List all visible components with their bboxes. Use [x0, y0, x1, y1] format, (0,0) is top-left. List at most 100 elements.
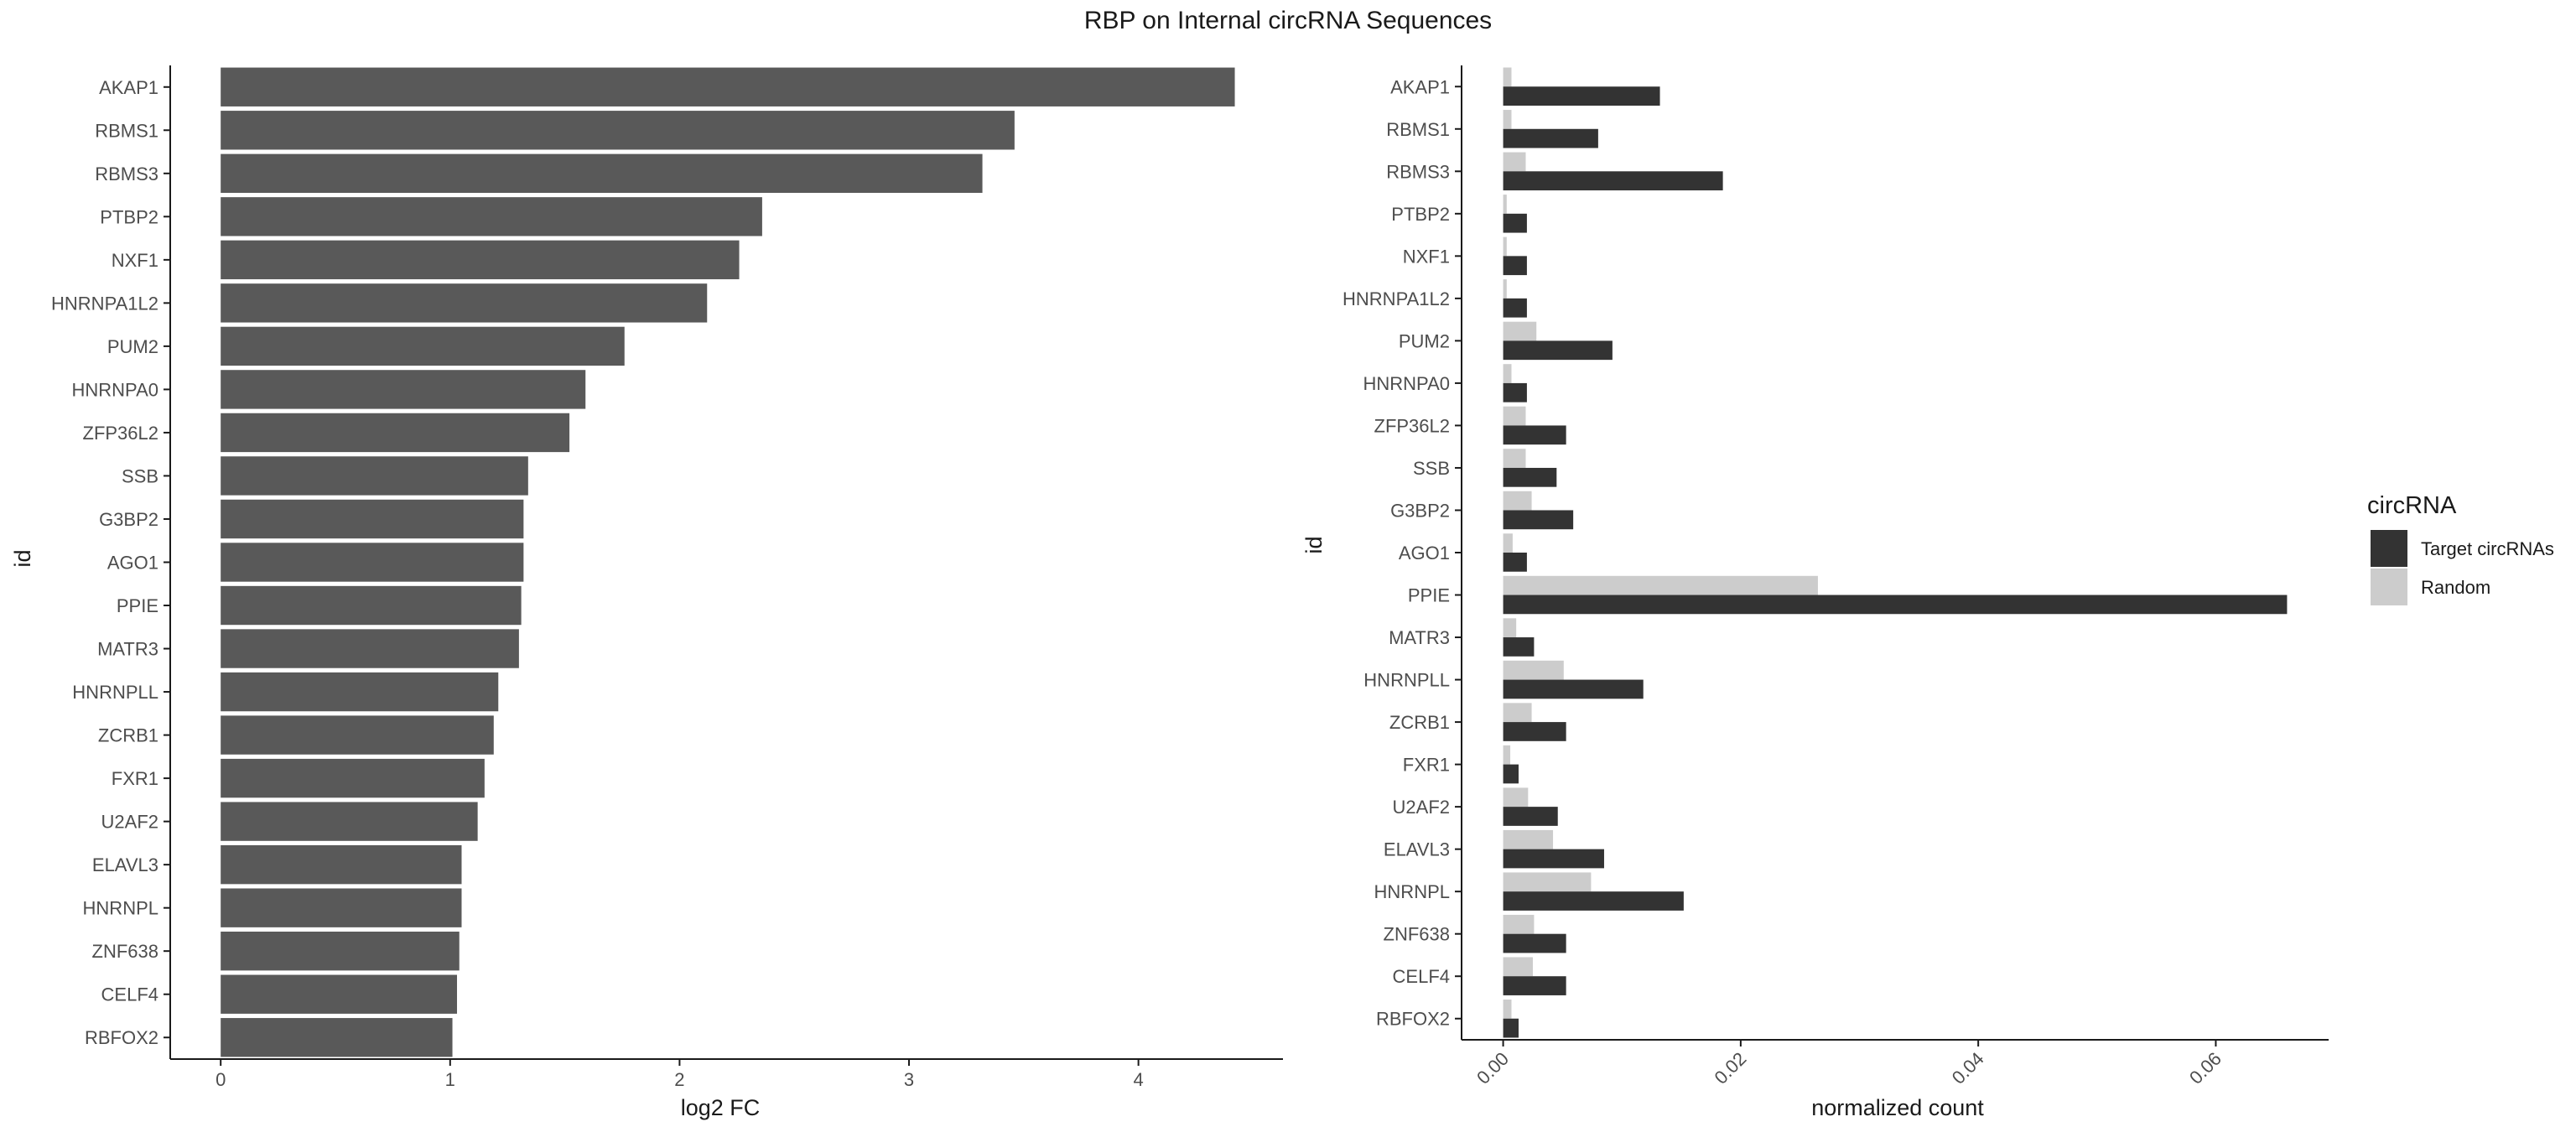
y-tick-label: PTBP2: [100, 206, 158, 227]
y-tick-label: SSB: [122, 465, 158, 486]
y-tick-label: FXR1: [1403, 755, 1450, 776]
legend-key: [2371, 530, 2407, 567]
bar-random: [1503, 745, 1511, 765]
bar: [221, 153, 983, 193]
bar: [221, 1018, 453, 1057]
left-x-axis-title: log2 FC: [681, 1095, 761, 1120]
bar-target-circrnas: [1503, 213, 1527, 233]
legend-label: Target circRNAs: [2421, 538, 2554, 559]
bar-random: [1503, 575, 1818, 595]
y-tick-label: MATR3: [1389, 627, 1450, 648]
bar-random: [1503, 406, 1526, 426]
y-tick-label: NXF1: [1403, 246, 1450, 267]
x-tick-label: 2: [674, 1069, 684, 1090]
bar-random: [1503, 236, 1507, 257]
y-tick-label: AKAP1: [1390, 76, 1450, 97]
bar-target-circrnas: [1503, 1018, 1519, 1038]
bar-random: [1503, 829, 1554, 849]
y-tick-label: AKAP1: [99, 77, 158, 98]
bar-target-circrnas: [1503, 256, 1527, 276]
y-tick-label: ELAVL3: [1384, 839, 1450, 860]
y-tick-label: NXF1: [112, 250, 158, 271]
bar: [221, 629, 519, 668]
bar-random: [1503, 703, 1532, 723]
y-tick-label: HNRNPL: [1374, 881, 1450, 902]
bar-random: [1503, 957, 1533, 977]
y-tick-label: PUM2: [107, 336, 158, 357]
bar-random: [1503, 279, 1507, 299]
bar: [221, 240, 740, 280]
y-tick-label: HNRNPA1L2: [1343, 288, 1450, 309]
y-tick-label: ZNF638: [92, 941, 158, 962]
bar-random: [1503, 67, 1512, 87]
bar-random: [1503, 533, 1513, 553]
y-tick-label: U2AF2: [1393, 797, 1450, 818]
log2fc-bar-chart: log2 FC id AKAP1 RBMS1 RBMS3 PTBP2 NXF1 HNRNP…: [10, 65, 1283, 1120]
bar: [221, 456, 528, 496]
bar: [221, 326, 625, 366]
y-tick-label: U2AF2: [101, 812, 158, 833]
bar-random: [1503, 660, 1564, 680]
bar-target-circrnas: [1503, 128, 1598, 148]
bar: [221, 543, 524, 582]
bar-target-circrnas: [1503, 933, 1566, 953]
y-tick-label: ZFP36L2: [1374, 415, 1451, 436]
bar: [221, 585, 522, 626]
y-tick-label: G3BP2: [1390, 500, 1450, 521]
y-tick-label: CELF4: [101, 984, 158, 1005]
y-tick-label: AGO1: [1399, 543, 1450, 564]
bar-target-circrnas: [1503, 807, 1558, 826]
bar: [221, 932, 460, 971]
bar-target-circrnas: [1503, 298, 1527, 318]
y-tick-label: RBMS1: [95, 120, 158, 141]
legend-label: Random: [2421, 577, 2490, 598]
y-tick-label: CELF4: [1393, 966, 1450, 987]
bar: [221, 758, 485, 798]
x-tick-label: 1: [445, 1069, 455, 1090]
y-tick-label: HNRNPL: [83, 898, 158, 919]
bar-random: [1503, 914, 1535, 934]
bar: [221, 672, 499, 712]
y-tick-label: HNRNPA0: [1363, 373, 1450, 394]
bar: [221, 499, 524, 539]
bar: [221, 974, 458, 1014]
bar: [221, 802, 478, 841]
y-tick-label: RBFOX2: [1376, 1009, 1450, 1030]
bar-random: [1503, 491, 1532, 511]
bar-target-circrnas: [1503, 679, 1644, 699]
bar-target-circrnas: [1503, 553, 1527, 572]
bar-random: [1503, 787, 1529, 808]
y-tick-label: ZNF638: [1384, 924, 1450, 945]
legend-key: [2371, 569, 2407, 605]
bar-target-circrnas: [1503, 467, 1557, 487]
y-tick-label: MATR3: [97, 639, 158, 660]
legend-title: circRNA: [2367, 492, 2457, 519]
bar: [221, 715, 494, 755]
y-tick-label: HNRNPA1L2: [51, 293, 158, 314]
x-tick-label: 4: [1134, 1069, 1144, 1090]
bar-random: [1503, 1000, 1512, 1019]
bar-random: [1503, 195, 1507, 214]
y-tick-label: RBMS3: [95, 164, 158, 184]
right-y-axis-title: id: [1301, 536, 1327, 553]
y-tick-label: PUM2: [1399, 330, 1450, 351]
bar: [221, 888, 462, 927]
y-tick-label: ZCRB1: [1389, 712, 1450, 733]
y-tick-label: PPIE: [117, 595, 158, 616]
y-tick-label: HNRNPLL: [72, 682, 158, 703]
bar-random: [1503, 110, 1512, 129]
bar: [221, 413, 570, 453]
y-tick-label: PTBP2: [1391, 204, 1450, 225]
x-tick-label: 3: [904, 1069, 914, 1090]
bar-target-circrnas: [1503, 764, 1519, 784]
bar-target-circrnas: [1503, 722, 1566, 741]
bar: [221, 197, 762, 236]
legend: circRNA Target circRNAs Random: [2367, 492, 2554, 605]
bar-target-circrnas: [1503, 86, 1660, 106]
y-tick-label: G3BP2: [99, 509, 158, 530]
bar-random: [1503, 321, 1537, 341]
y-tick-label: ZFP36L2: [83, 423, 159, 444]
y-tick-label: AGO1: [107, 553, 158, 574]
y-tick-label: RBMS3: [1386, 161, 1450, 182]
